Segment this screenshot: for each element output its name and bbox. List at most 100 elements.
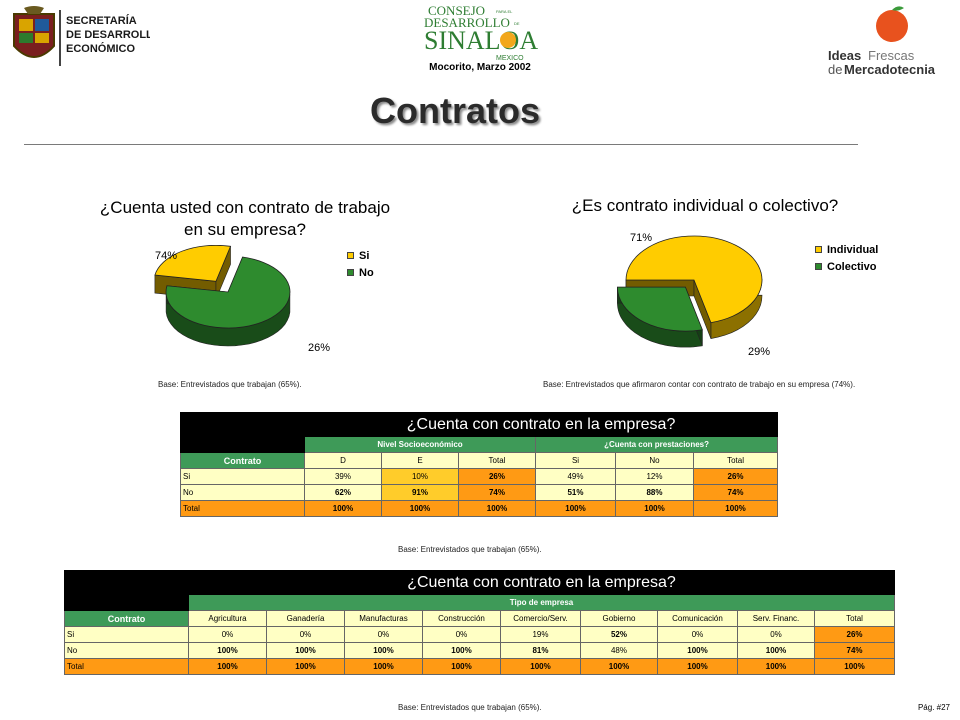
logo-center-line-3: DESARROLLO — [424, 15, 510, 30]
table-cell: 51% — [535, 484, 616, 501]
row-label: No — [180, 484, 305, 501]
table-corner — [64, 594, 189, 611]
title-divider — [24, 144, 858, 145]
table-corner — [180, 436, 305, 453]
table-row: No 62% 91% 74% 51% 88% 74% — [180, 484, 779, 501]
legend-swatch-colectivo — [815, 263, 822, 270]
table-cell: 0% — [188, 626, 267, 643]
column-header: Construcción — [422, 610, 501, 627]
legend-label-no: No — [359, 266, 374, 279]
pie1-legend-item: Si — [347, 247, 374, 264]
logo-right-line-4: Mercadotecnia — [844, 62, 936, 77]
contract-by-level-table: ¿Cuenta con contrato en la empresa? Nive… — [180, 412, 779, 517]
table-cell: 26% — [458, 468, 536, 485]
logo-left-line-1: SECRETARÍA — [66, 14, 137, 27]
table-cell: 100% — [535, 500, 616, 517]
column-header: D — [304, 452, 382, 469]
table-row-total: Total 100% 100% 100% 100% 100% 100% — [180, 500, 779, 517]
row-label: No — [64, 642, 189, 659]
column-header: Total — [813, 610, 896, 627]
column-header: Ganadería — [266, 610, 345, 627]
table-cell: 19% — [500, 626, 581, 643]
row-label: Total — [180, 500, 305, 517]
pie-chart-contract-type — [617, 235, 763, 348]
table-cell: 100% — [737, 658, 815, 675]
logo-center-line-1: CONSEJO — [428, 3, 485, 18]
table-cell: 100% — [422, 642, 501, 659]
column-header: Total — [458, 452, 536, 469]
logo-center-line-2: PARA EL — [496, 9, 513, 14]
table1-base-note: Base: Entrevistados que trabajan (65%). — [398, 545, 542, 554]
table-cell: 91% — [381, 484, 459, 501]
table-cell: 74% — [458, 484, 536, 501]
table-title-row: ¿Cuenta con contrato en la empresa? — [180, 412, 779, 437]
pie2-label-individual: 71% — [630, 232, 653, 244]
table-row: Si 0% 0% 0% 0% 19% 52% 0% 0% 26% — [64, 626, 896, 643]
table-cell: 26% — [692, 468, 779, 485]
table2-title: ¿Cuenta con contrato en la empresa? — [187, 570, 896, 595]
ideas-frescas-logo: Ideas Frescas de Mercadotecnia — [826, 4, 958, 78]
legend-label-individual: Individual — [827, 243, 879, 256]
table2-base-note: Base: Entrevistados que trabajan (65%). — [398, 703, 542, 712]
table-cell: 100% — [188, 658, 267, 675]
column-header: No — [615, 452, 694, 469]
table-cell: 100% — [813, 658, 896, 675]
table-cell: 100% — [657, 642, 738, 659]
table-cell: 62% — [304, 484, 382, 501]
table-cell: 100% — [344, 642, 423, 659]
table-row: No 100% 100% 100% 100% 81% 48% 100% 100%… — [64, 642, 896, 659]
secretaria-logo: SECRETARÍA DE DESARROLLO ECONÓMICO — [10, 6, 162, 72]
table-corner — [180, 412, 305, 437]
table-cell: 12% — [615, 468, 694, 485]
table-cell: 100% — [188, 642, 267, 659]
table-cell: 100% — [381, 500, 459, 517]
table-cell: 100% — [266, 658, 345, 675]
table-corner — [64, 570, 189, 595]
table-header-row: Contrato Agricultura Ganadería Manufactu… — [64, 610, 896, 627]
column-header: Serv. Financ. — [737, 610, 815, 627]
logo-center-line-5: SINALOA — [424, 26, 538, 55]
column-header: Total — [692, 452, 779, 469]
table-group-row: Tipo de empresa — [64, 594, 896, 611]
table-cell: 52% — [580, 626, 658, 643]
legend-label-colectivo: Colectivo — [827, 260, 877, 273]
table-cell: 39% — [304, 468, 382, 485]
pie-slice-si — [154, 245, 232, 282]
pie2-label-colectivo: 29% — [748, 346, 771, 358]
legend-label-si: Si — [359, 249, 370, 262]
table-cell: 0% — [422, 626, 501, 643]
table-cell: 88% — [615, 484, 694, 501]
table2-group-tipo: Tipo de empresa — [187, 594, 896, 611]
table-row: Si 39% 10% 26% 49% 12% 26% — [180, 468, 779, 485]
pie1-label-si: 26% — [308, 342, 331, 354]
table-cell: 49% — [535, 468, 616, 485]
pie-slice-no — [165, 256, 291, 329]
legend-swatch-no — [347, 269, 354, 276]
pie1-base-note: Base: Entrevistados que trabajan (65%). — [158, 380, 302, 389]
table-group-row: Nivel Socioeconómico ¿Cuenta con prestac… — [180, 436, 779, 453]
pie2-legend-item: Colectivo — [815, 258, 878, 275]
pie1-legend-item: No — [347, 264, 374, 281]
table-cell: 100% — [458, 500, 536, 517]
report-date: Mocorito, Marzo 2002 — [429, 62, 531, 73]
pie1-legend: Si No — [347, 247, 374, 281]
table-cell: 100% — [266, 642, 345, 659]
table-cell: 0% — [657, 626, 738, 643]
logo-center-line-4: DE — [514, 21, 520, 26]
table-cell: 100% — [344, 658, 423, 675]
legend-swatch-si — [347, 252, 354, 259]
column-header: E — [381, 452, 459, 469]
pie-slice-individual — [625, 235, 763, 324]
row-label: Total — [64, 658, 189, 675]
coat-of-arms-icon: SECRETARÍA DE DESARROLLO ECONÓMICO — [13, 6, 162, 66]
column-header: Comunicación — [657, 610, 738, 627]
consejo-sinaloa-logo: CONSEJO PARA EL DESARROLLO DE SINALOA ME… — [410, 2, 550, 74]
table-title-row: ¿Cuenta con contrato en la empresa? — [64, 570, 896, 595]
pie2-title: ¿Es contrato individual o colectivo? — [571, 196, 839, 215]
table1-title: ¿Cuenta con contrato en la empresa? — [303, 412, 779, 437]
table-cell: 26% — [813, 626, 896, 643]
table-cell: 0% — [266, 626, 345, 643]
table1-row-header: Contrato — [180, 452, 305, 469]
pie2-legend-item: Individual — [815, 241, 878, 258]
table-cell: 100% — [500, 658, 581, 675]
